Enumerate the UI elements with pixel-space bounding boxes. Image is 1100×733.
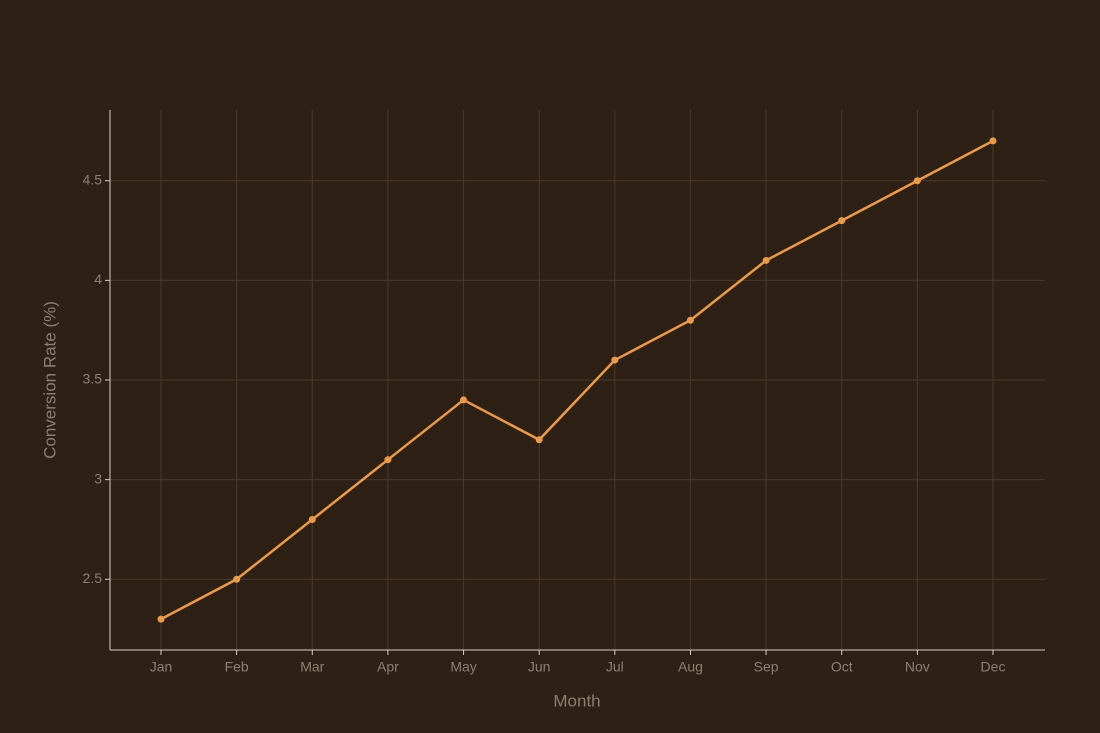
y-axis-title: Conversion Rate (%)	[40, 301, 59, 459]
x-tick-label: Aug	[678, 659, 703, 675]
x-tick-label: Apr	[377, 659, 399, 675]
data-point	[535, 436, 543, 444]
x-tick-label: Jan	[150, 659, 173, 675]
data-point	[611, 356, 619, 364]
y-tick-label: 3.5	[83, 371, 103, 387]
x-tick-label: Mar	[300, 659, 324, 675]
y-tick-label: 4	[94, 271, 102, 287]
line-series	[160, 139, 994, 621]
x-axis-title: Month	[553, 691, 600, 710]
x-tick-label: Jul	[606, 659, 624, 675]
data-point	[989, 137, 997, 145]
data-point	[762, 256, 770, 264]
x-tick-label: Feb	[225, 659, 249, 675]
y-tick-label: 3	[94, 470, 102, 486]
x-tick-label: Sep	[754, 659, 779, 675]
x-tick-label: Jun	[528, 659, 551, 675]
x-tick-label: May	[450, 659, 476, 675]
data-point	[686, 316, 694, 324]
data-point	[838, 217, 846, 225]
x-tick-label: Nov	[905, 659, 930, 675]
data-point	[157, 615, 165, 623]
data-point	[913, 177, 921, 185]
y-tick-label: 2.5	[83, 570, 103, 586]
data-point	[460, 396, 468, 404]
data-point	[384, 456, 392, 464]
x-tick-label: Oct	[831, 659, 853, 675]
x-tick-label: Dec	[981, 659, 1006, 675]
data-point	[233, 575, 241, 583]
y-tick-label: 4.5	[83, 171, 103, 187]
data-point	[308, 515, 316, 523]
